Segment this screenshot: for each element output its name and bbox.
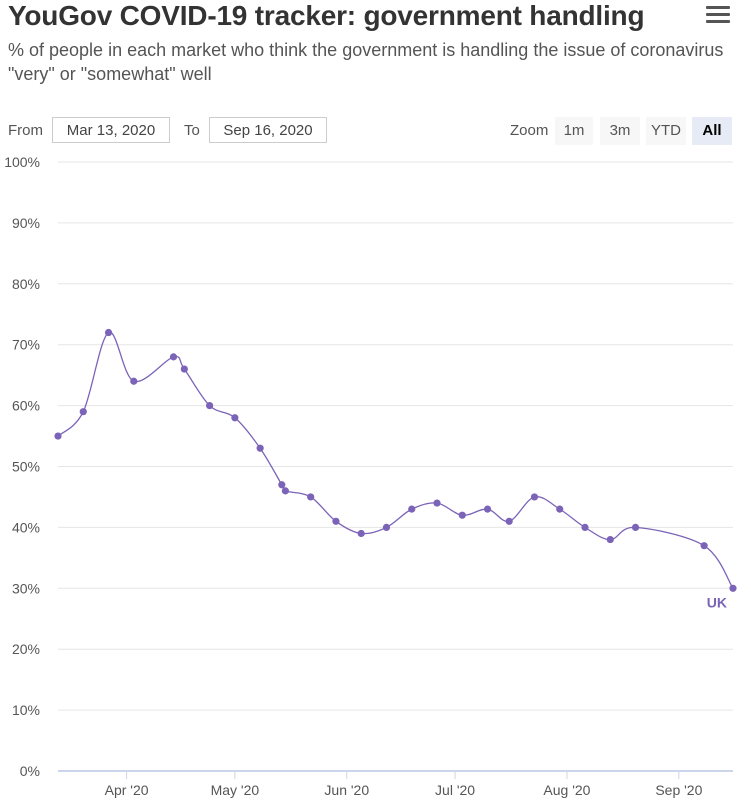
x-tick-label: Jun '20 bbox=[324, 782, 369, 798]
data-point[interactable] bbox=[278, 481, 286, 489]
x-tick-label: Sep '20 bbox=[655, 782, 702, 798]
y-tick-label: 100% bbox=[4, 154, 40, 170]
data-point[interactable] bbox=[231, 414, 239, 422]
x-tick-label: May '20 bbox=[211, 782, 260, 798]
data-point[interactable] bbox=[382, 523, 391, 532]
range-to-label: To bbox=[184, 122, 200, 139]
range-to-input[interactable]: Sep 16, 2020 bbox=[209, 117, 327, 143]
data-point[interactable] bbox=[332, 517, 340, 525]
zoom-1m-button[interactable]: 1m bbox=[555, 117, 593, 145]
data-point[interactable] bbox=[104, 328, 113, 337]
data-point[interactable] bbox=[483, 505, 492, 513]
zoom-ytd-button[interactable]: YTD bbox=[646, 117, 686, 145]
data-point[interactable] bbox=[54, 432, 62, 440]
zoom-3m-button[interactable]: 3m bbox=[600, 117, 640, 145]
zoom-all-button[interactable]: All bbox=[692, 117, 732, 145]
data-point[interactable] bbox=[700, 542, 708, 550]
y-tick-label: 70% bbox=[12, 337, 40, 353]
y-tick-label: 50% bbox=[12, 459, 40, 475]
data-point[interactable] bbox=[458, 511, 466, 519]
y-tick-label: 90% bbox=[12, 215, 40, 231]
x-tick-label: Apr '20 bbox=[105, 782, 149, 798]
y-tick-label: 40% bbox=[12, 519, 40, 535]
x-tick-label: Jul '20 bbox=[435, 782, 475, 798]
y-tick-label: 20% bbox=[12, 641, 40, 657]
data-point[interactable] bbox=[530, 493, 539, 501]
data-point[interactable] bbox=[433, 499, 441, 507]
range-from-input[interactable]: Mar 13, 2020 bbox=[52, 117, 170, 143]
data-point[interactable] bbox=[130, 377, 138, 385]
data-point[interactable] bbox=[281, 487, 290, 495]
series-label-uk: UK bbox=[707, 594, 727, 610]
data-point[interactable] bbox=[357, 529, 365, 538]
data-point[interactable] bbox=[556, 505, 564, 513]
x-tick-label: Aug '20 bbox=[543, 782, 590, 798]
data-point[interactable] bbox=[256, 444, 264, 452]
zoom-label: Zoom bbox=[510, 122, 549, 139]
data-point[interactable] bbox=[79, 408, 87, 416]
data-point[interactable] bbox=[729, 584, 737, 592]
data-point[interactable] bbox=[206, 402, 214, 410]
y-tick-label: 80% bbox=[12, 276, 40, 292]
data-point[interactable] bbox=[631, 523, 640, 532]
data-point[interactable] bbox=[169, 353, 178, 361]
chart-title: YouGov COVID-19 tracker: government hand… bbox=[8, 0, 645, 31]
data-point[interactable] bbox=[408, 505, 416, 513]
range-from-label: From bbox=[8, 122, 43, 139]
data-point[interactable] bbox=[505, 517, 513, 525]
y-tick-label: 30% bbox=[12, 580, 40, 596]
data-point[interactable] bbox=[606, 535, 614, 544]
data-point[interactable] bbox=[307, 493, 315, 501]
data-point[interactable] bbox=[180, 365, 188, 373]
data-point[interactable] bbox=[581, 523, 589, 532]
y-tick-label: 0% bbox=[20, 763, 40, 779]
y-tick-label: 10% bbox=[12, 702, 40, 718]
hamburger-menu-icon[interactable] bbox=[706, 6, 730, 26]
series-line-uk bbox=[57, 331, 734, 589]
chart-subtitle: % of people in each market who think the… bbox=[8, 40, 724, 84]
y-tick-label: 60% bbox=[12, 398, 40, 414]
